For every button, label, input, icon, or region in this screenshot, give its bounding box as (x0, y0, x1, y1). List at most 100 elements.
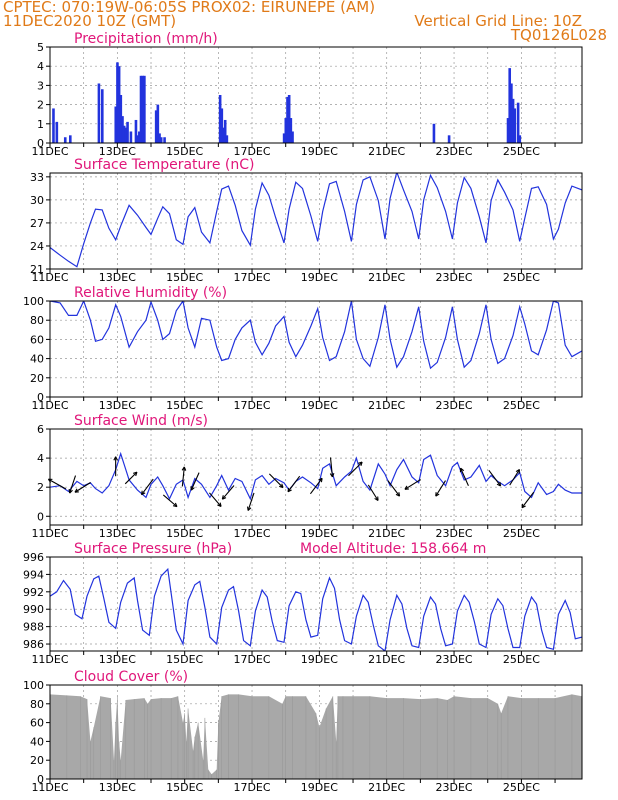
x-tick-label: 17DEC (233, 653, 270, 666)
y-tick-label: 994 (23, 568, 44, 581)
x-tick-label: 11DEC (31, 399, 68, 412)
panel-title: Surface Wind (m/s) (74, 413, 208, 429)
x-tick-label: 21DEC (368, 399, 405, 412)
x-tick-label: 25DEC (503, 145, 540, 158)
precip-bar (286, 96, 289, 143)
x-tick-label: 13DEC (99, 399, 136, 412)
model-altitude: Model Altitude: 158.664 m (300, 541, 486, 557)
y-tick-label: 990 (23, 603, 44, 616)
precip-bar (225, 135, 229, 143)
x-tick-label: 11DEC (31, 653, 68, 666)
wind-arrow (459, 467, 469, 486)
x-tick-label: 23DEC (435, 145, 472, 158)
panel-title: Surface Temperature (nC) (74, 157, 255, 173)
y-tick-label: 80 (30, 698, 44, 711)
precip-bar (126, 121, 129, 143)
panel-cloud: 0 20 40 60 80 100 11DEC 13DEC 15DEC 17DEC 19DEC 21D… (23, 669, 583, 794)
panel-title: Relative Humidity (%) (74, 285, 227, 301)
precip-bar (447, 135, 451, 143)
precip-bar (282, 133, 286, 143)
precip-bar (222, 127, 225, 143)
wind-arrow (348, 461, 363, 477)
series-line-pres (50, 567, 582, 651)
precip-bar (52, 108, 55, 143)
y-tick-label: 60 (30, 333, 44, 346)
wind-arrow (140, 478, 154, 496)
precip-bar (291, 131, 294, 143)
wind-arrow (329, 457, 335, 478)
y-tick-label: 2 (37, 99, 44, 112)
x-tick-label: 11DEC (31, 527, 68, 540)
x-tick-label: 25DEC (503, 271, 540, 284)
precip-bar (513, 108, 517, 143)
wind-arrow (435, 480, 446, 497)
precip-bar (55, 121, 59, 143)
wind-arrow (74, 482, 91, 493)
wind-arrow (246, 492, 255, 511)
y-tick-label: 80 (30, 314, 44, 327)
y-tick-label: 33 (30, 171, 44, 184)
x-tick-label: 17DEC (233, 271, 270, 284)
precip-bar (432, 123, 436, 143)
plot-area-precip (52, 62, 522, 143)
precip-bar (163, 137, 166, 143)
precip-bar (158, 133, 161, 143)
x-tick-label: 21DEC (368, 145, 405, 158)
x-tick-label: 11DEC (31, 781, 68, 794)
plot-area-temp (50, 173, 582, 268)
precip-bar (508, 68, 512, 143)
header-line-1: CPTEC: 070:19W-06:05S PROX02: EIRUNEPE (… (3, 0, 376, 16)
x-tick-label: 15DEC (166, 271, 203, 284)
y-tick-label: 992 (23, 586, 44, 599)
precip-bar (116, 62, 119, 143)
panel-temp: 21 24 27 30 33 11DEC 13DEC 15DEC 17DEC 19DEC 21DEC… (30, 157, 583, 284)
precip-bar (119, 95, 123, 143)
x-tick-label: 21DEC (368, 653, 405, 666)
y-tick-label: 0 (37, 773, 44, 786)
precip-bar (154, 110, 158, 143)
precip-bar (136, 135, 139, 143)
y-tick-label: 60 (30, 717, 44, 730)
x-tick-label: 25DEC (503, 527, 540, 540)
y-tick-label: 40 (30, 353, 44, 366)
x-tick-label: 19DEC (301, 781, 338, 794)
y-tick-label: 27 (30, 217, 44, 230)
y-tick-label: 996 (23, 551, 44, 564)
precip-bar (97, 83, 101, 143)
precip-bar (129, 131, 133, 143)
x-tick-label: 21DEC (368, 527, 405, 540)
y-tick-label: 24 (30, 240, 44, 253)
precip-bar (63, 137, 67, 143)
y-tick-label: 1 (37, 118, 44, 131)
header-date: 11DEC2020 10Z (GMT) (3, 12, 177, 30)
x-tick-label: 23DEC (435, 527, 472, 540)
plot-area-pres (50, 567, 582, 651)
precip-bar (284, 118, 288, 143)
wind-arrow (521, 491, 535, 509)
panel-frame (49, 428, 583, 526)
x-tick-label: 11DEC (31, 271, 68, 284)
x-tick-label: 21DEC (368, 271, 405, 284)
x-tick-label: 25DEC (503, 781, 540, 794)
wind-arrow (162, 494, 178, 508)
series-line-wind (50, 451, 582, 501)
precip-bar (69, 135, 72, 143)
precip-bar (159, 137, 163, 143)
wind-arrow (124, 471, 138, 485)
x-tick-label: 23DEC (435, 781, 472, 794)
panel-frame (49, 684, 583, 780)
precip-bar (114, 106, 118, 143)
panel-frame (49, 46, 583, 144)
y-tick-label: 100 (23, 679, 44, 692)
precip-bar (143, 75, 146, 143)
precip-bar (506, 118, 510, 143)
wind-arrow (68, 475, 77, 494)
precip-bar (124, 127, 128, 143)
wind-arrow (309, 477, 323, 495)
header-model-code: TQ0126L028 (510, 26, 607, 44)
x-tick-label: 25DEC (503, 399, 540, 412)
x-tick-label: 13DEC (99, 145, 136, 158)
wind-arrow (367, 484, 379, 501)
y-tick-label: 0 (37, 510, 44, 523)
